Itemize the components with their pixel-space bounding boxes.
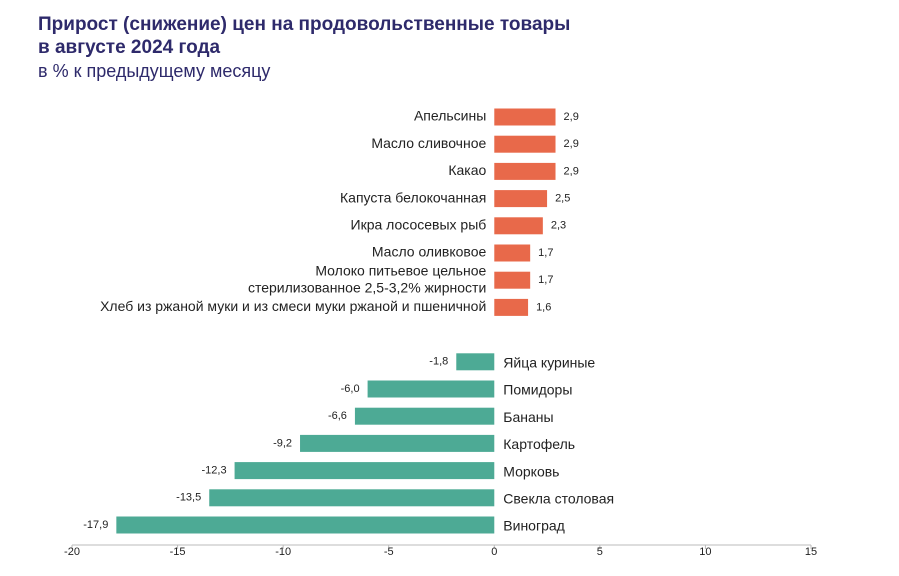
category-label: Молоко питьевое цельное стерилизованное 2… [248, 262, 487, 295]
category-label: Хлеб из ржаной муки и из смеси муки ржан… [100, 298, 486, 314]
bar [300, 434, 495, 452]
bar [494, 271, 531, 289]
category-label: Морковь [503, 463, 559, 479]
category-label: Бананы [503, 409, 553, 425]
value-label: 2,5 [555, 193, 570, 205]
bar [494, 298, 529, 316]
x-tick-label: 10 [699, 546, 711, 558]
bar [234, 462, 495, 480]
category-label: Икра лососевых рыб [351, 217, 487, 233]
value-label: 2,9 [564, 138, 579, 150]
category-label: Апельсины [414, 108, 486, 124]
value-label: -6,6 [328, 410, 347, 422]
x-tick-label: 5 [597, 546, 603, 558]
value-label: -13,5 [176, 492, 201, 504]
x-tick-label: 0 [491, 546, 497, 558]
value-label: 1,7 [538, 247, 553, 259]
category-label: Яйца куриные [503, 355, 595, 371]
chart-subtitle: в % к предыдущему месяцу [38, 61, 270, 81]
bar [209, 489, 495, 507]
value-label: 1,6 [536, 301, 551, 313]
bar [367, 380, 495, 398]
value-label: 2,3 [551, 220, 566, 232]
bar [494, 217, 543, 235]
category-label: Какао [448, 162, 486, 178]
value-label: 1,7 [538, 274, 553, 286]
chart-title: Прирост (снижение) цен на продовольствен… [38, 14, 570, 35]
bar [354, 407, 495, 425]
value-label: -6,0 [341, 383, 360, 395]
bar [494, 190, 548, 208]
category-label: Свекла столовая [503, 491, 614, 507]
chart-title: в августе 2024 года [38, 37, 221, 58]
value-label: -1,8 [429, 356, 448, 368]
category-label: Масло сливочное [371, 135, 486, 151]
value-label: 2,9 [564, 165, 579, 177]
x-tick-label: -20 [64, 546, 80, 558]
category-label: Помидоры [503, 382, 572, 398]
value-label: -12,3 [202, 465, 227, 477]
value-label: -17,9 [83, 519, 108, 531]
value-label: -9,2 [273, 437, 292, 449]
category-label: Виноград [503, 518, 565, 534]
x-tick-label: -15 [170, 546, 186, 558]
value-label: 2,9 [564, 111, 579, 123]
x-tick-label: 15 [805, 546, 817, 558]
x-tick-label: -5 [384, 546, 394, 558]
bar [494, 162, 556, 180]
category-label: Картофель [503, 436, 575, 452]
category-label: Капуста белокочанная [340, 189, 486, 205]
bar [494, 135, 556, 153]
bar [494, 244, 531, 262]
x-tick-label: -10 [275, 546, 291, 558]
bar [116, 516, 495, 534]
bar [494, 108, 556, 126]
category-label: Масло оливковое [372, 244, 487, 260]
bar [456, 353, 495, 371]
